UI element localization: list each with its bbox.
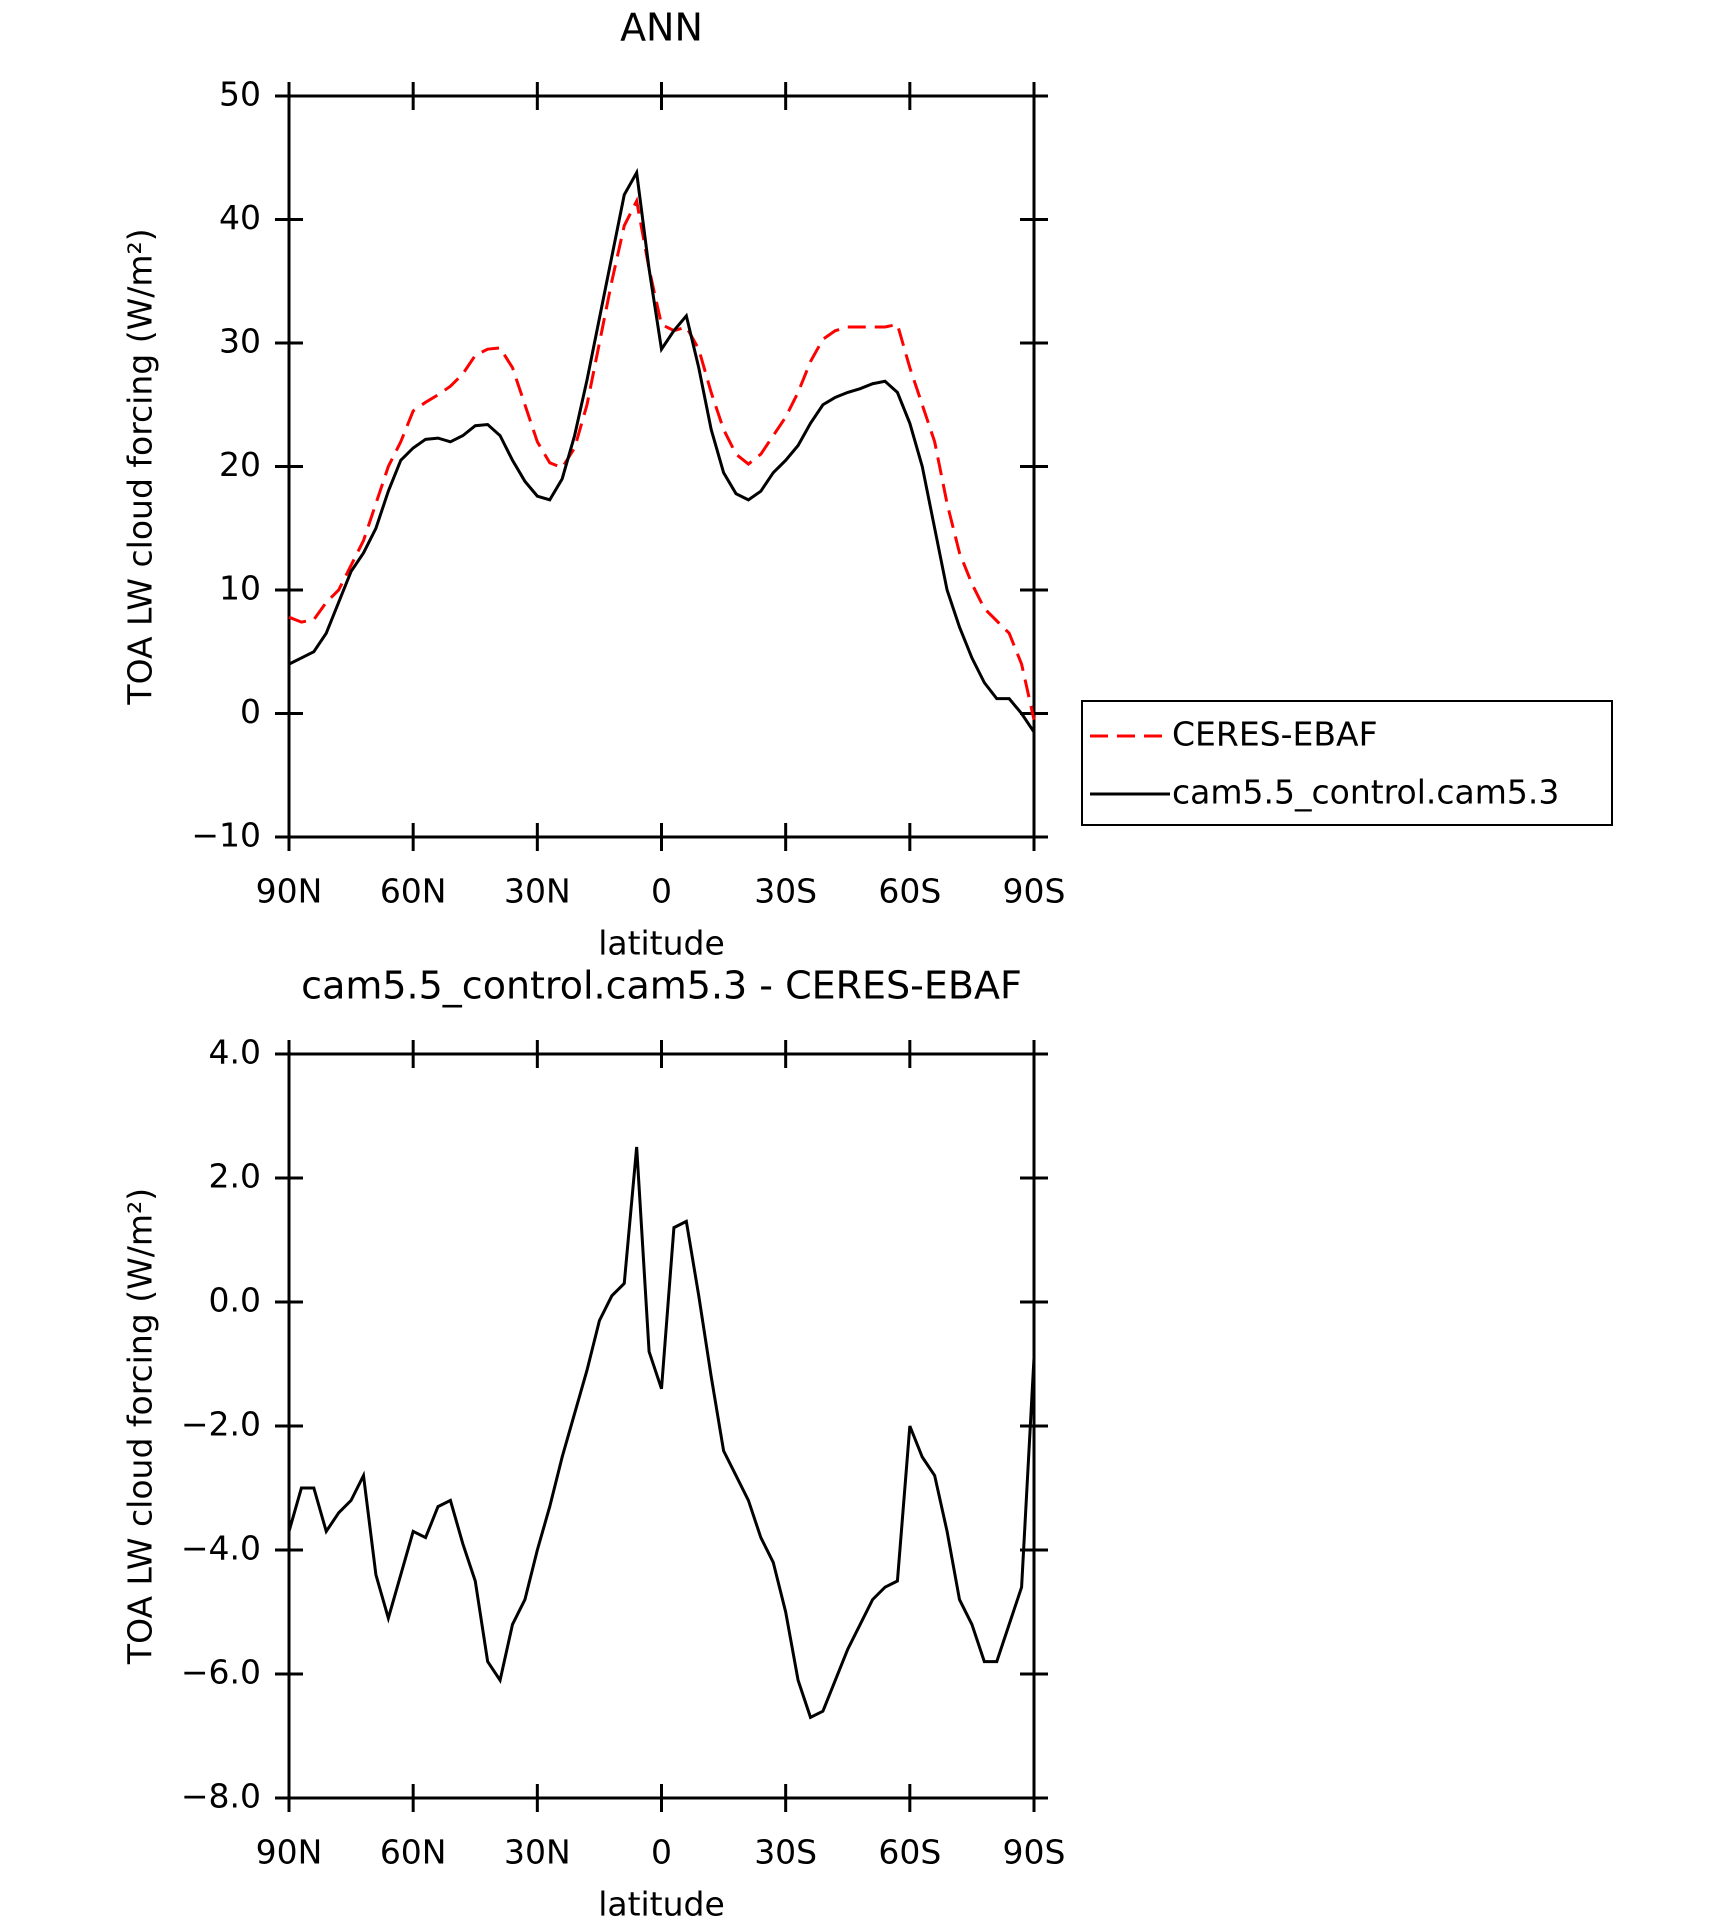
plot-frame xyxy=(287,94,1036,839)
x-tick-label: 0 xyxy=(651,872,672,911)
legend-label: cam5.5_control.cam5.3 xyxy=(1172,773,1559,812)
y-axis-label: TOA LW cloud forcing (W/m²) xyxy=(121,228,160,705)
plot-frame xyxy=(287,1052,1036,1800)
x-tick-label: 60S xyxy=(878,872,941,911)
x-axis-label: latitude xyxy=(598,1885,725,1922)
x-tick-label: 30S xyxy=(754,1833,817,1872)
y-tick-label: 40 xyxy=(219,198,261,237)
x-tick-label: 90N xyxy=(256,872,323,911)
y-tick-label: 4.0 xyxy=(209,1033,261,1072)
y-axis-label: TOA LW cloud forcing (W/m²) xyxy=(121,1188,160,1665)
data-line xyxy=(287,1146,1036,1720)
x-tick-label: 30S xyxy=(754,872,817,911)
x-axis-label: latitude xyxy=(598,924,725,963)
y-tick-label: 0.0 xyxy=(209,1281,261,1320)
y-tick-label: −8.0 xyxy=(181,1777,261,1816)
y-tick-label: 10 xyxy=(219,569,261,608)
y-tick-label: 2.0 xyxy=(209,1157,261,1196)
x-tick-label: 30N xyxy=(504,1833,571,1872)
y-tick-label: −4.0 xyxy=(181,1529,261,1568)
x-tick-label: 60N xyxy=(380,872,447,911)
x-tick-label: 60N xyxy=(380,1833,447,1872)
y-tick-label: 50 xyxy=(219,75,261,114)
x-tick-label: 90S xyxy=(1003,872,1066,911)
y-tick-label: 20 xyxy=(219,445,261,484)
x-tick-label: 0 xyxy=(651,1833,672,1872)
x-tick-label: 30N xyxy=(504,872,571,911)
y-tick-label: 0 xyxy=(240,692,261,731)
y-tick-label: −6.0 xyxy=(181,1653,261,1692)
legend-label: CERES-EBAF xyxy=(1172,715,1378,754)
y-tick-label: 30 xyxy=(219,322,261,361)
chart-title: cam5.5_control.cam5.3 - CERES-EBAF xyxy=(301,964,1022,1008)
legend-box xyxy=(1081,700,1613,826)
y-tick-label: −10 xyxy=(191,816,261,855)
chart-title: ANN xyxy=(620,6,703,50)
y-tick-label: −2.0 xyxy=(181,1405,261,1444)
x-tick-label: 60S xyxy=(878,1833,941,1872)
x-tick-label: 90N xyxy=(256,1833,323,1872)
data-line xyxy=(288,196,1036,721)
x-tick-label: 90S xyxy=(1003,1833,1066,1872)
data-line xyxy=(288,167,1036,733)
